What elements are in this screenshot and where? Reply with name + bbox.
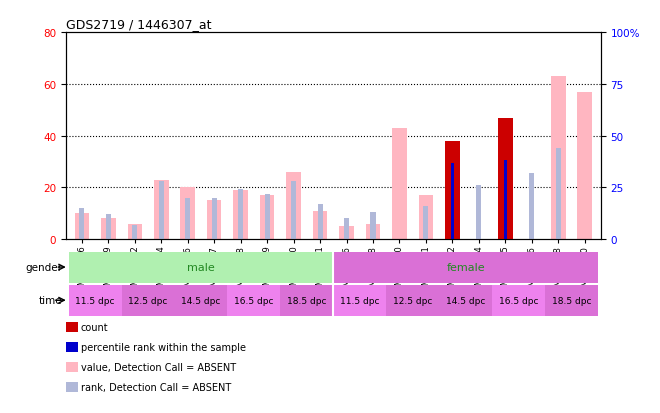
Bar bbox=[370, 213, 376, 240]
Bar bbox=[234, 190, 248, 240]
Bar bbox=[344, 219, 349, 240]
Bar bbox=[333, 252, 598, 283]
Bar bbox=[545, 285, 598, 316]
Text: value, Detection Call = ABSENT: value, Detection Call = ABSENT bbox=[81, 362, 236, 372]
Bar bbox=[174, 285, 228, 316]
Bar bbox=[207, 201, 222, 240]
Bar bbox=[291, 182, 296, 240]
Text: female: female bbox=[446, 262, 485, 273]
Bar bbox=[106, 215, 111, 240]
Text: time: time bbox=[39, 295, 63, 306]
Bar bbox=[423, 206, 428, 240]
Bar bbox=[238, 190, 244, 240]
Bar bbox=[529, 173, 535, 240]
Bar bbox=[101, 219, 116, 240]
Text: rank, Detection Call = ABSENT: rank, Detection Call = ABSENT bbox=[81, 382, 231, 392]
Bar bbox=[228, 285, 280, 316]
Bar bbox=[280, 285, 333, 316]
Bar bbox=[477, 186, 481, 240]
Text: count: count bbox=[81, 323, 108, 332]
Bar bbox=[492, 285, 545, 316]
Text: 12.5 dpc: 12.5 dpc bbox=[393, 296, 432, 305]
Bar bbox=[69, 252, 333, 283]
Text: 16.5 dpc: 16.5 dpc bbox=[499, 296, 539, 305]
Bar bbox=[392, 128, 407, 240]
Text: percentile rank within the sample: percentile rank within the sample bbox=[81, 342, 246, 352]
Bar bbox=[158, 182, 164, 240]
Bar bbox=[180, 188, 195, 240]
Bar bbox=[498, 118, 513, 240]
Bar bbox=[75, 214, 89, 240]
Bar bbox=[260, 196, 275, 240]
Bar bbox=[498, 157, 513, 240]
Bar bbox=[69, 285, 121, 316]
Text: 11.5 dpc: 11.5 dpc bbox=[75, 296, 115, 305]
Text: 18.5 dpc: 18.5 dpc bbox=[287, 296, 327, 305]
Bar bbox=[265, 194, 270, 240]
Text: 14.5 dpc: 14.5 dpc bbox=[182, 296, 220, 305]
Bar bbox=[556, 149, 561, 240]
Bar bbox=[551, 77, 566, 240]
Text: gender: gender bbox=[26, 262, 63, 273]
Text: male: male bbox=[187, 262, 215, 273]
Bar bbox=[339, 227, 354, 240]
Bar bbox=[317, 204, 323, 240]
Bar bbox=[503, 194, 508, 240]
Bar bbox=[121, 285, 174, 316]
Bar bbox=[127, 224, 142, 240]
Bar bbox=[451, 163, 454, 240]
Bar bbox=[504, 161, 507, 240]
Bar bbox=[286, 173, 301, 240]
Text: 11.5 dpc: 11.5 dpc bbox=[340, 296, 380, 305]
Bar bbox=[212, 198, 216, 240]
Bar bbox=[313, 211, 327, 240]
Bar bbox=[333, 285, 386, 316]
Bar bbox=[578, 93, 592, 240]
Bar bbox=[79, 209, 84, 240]
Bar bbox=[418, 196, 433, 240]
Text: 14.5 dpc: 14.5 dpc bbox=[446, 296, 485, 305]
Bar bbox=[445, 141, 459, 240]
Text: 18.5 dpc: 18.5 dpc bbox=[552, 296, 591, 305]
Text: 16.5 dpc: 16.5 dpc bbox=[234, 296, 274, 305]
Bar bbox=[439, 285, 492, 316]
Bar bbox=[366, 224, 380, 240]
Bar bbox=[154, 180, 168, 240]
Bar bbox=[386, 285, 439, 316]
Bar bbox=[185, 198, 190, 240]
Text: 12.5 dpc: 12.5 dpc bbox=[128, 296, 168, 305]
Text: GDS2719 / 1446307_at: GDS2719 / 1446307_at bbox=[66, 17, 211, 31]
Bar bbox=[132, 225, 137, 240]
